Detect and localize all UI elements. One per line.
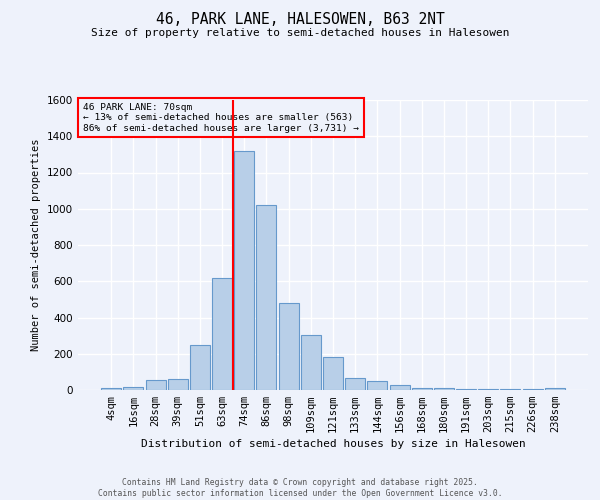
Bar [500, 389, 520, 390]
Bar [278, 303, 299, 390]
Bar [345, 378, 365, 390]
Bar [367, 381, 388, 390]
Text: Size of property relative to semi-detached houses in Halesowen: Size of property relative to semi-detach… [91, 28, 509, 38]
Bar [168, 379, 188, 390]
Bar [389, 384, 410, 390]
Bar [256, 205, 277, 390]
Bar [124, 388, 143, 390]
Bar [190, 344, 210, 390]
Bar [301, 334, 321, 390]
Bar [234, 151, 254, 390]
Text: Contains HM Land Registry data © Crown copyright and database right 2025.
Contai: Contains HM Land Registry data © Crown c… [98, 478, 502, 498]
Bar [412, 388, 432, 390]
Y-axis label: Number of semi-detached properties: Number of semi-detached properties [31, 138, 41, 352]
Text: 46, PARK LANE, HALESOWEN, B63 2NT: 46, PARK LANE, HALESOWEN, B63 2NT [155, 12, 445, 28]
Bar [456, 389, 476, 390]
Bar [434, 388, 454, 390]
X-axis label: Distribution of semi-detached houses by size in Halesowen: Distribution of semi-detached houses by … [140, 440, 526, 450]
Bar [545, 388, 565, 390]
Bar [323, 358, 343, 390]
Bar [523, 389, 542, 390]
Bar [478, 389, 498, 390]
Bar [146, 380, 166, 390]
Bar [212, 278, 232, 390]
Bar [101, 388, 121, 390]
Text: 46 PARK LANE: 70sqm
← 13% of semi-detached houses are smaller (563)
86% of semi-: 46 PARK LANE: 70sqm ← 13% of semi-detach… [83, 103, 359, 132]
